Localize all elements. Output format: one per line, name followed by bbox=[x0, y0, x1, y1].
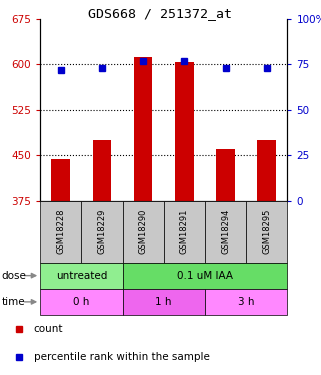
Text: GSM18228: GSM18228 bbox=[56, 209, 65, 254]
Text: 1 h: 1 h bbox=[155, 297, 172, 307]
Text: GSM18294: GSM18294 bbox=[221, 209, 230, 254]
Text: 3 h: 3 h bbox=[238, 297, 254, 307]
Text: GSM18290: GSM18290 bbox=[139, 209, 148, 254]
Text: 0 h: 0 h bbox=[73, 297, 90, 307]
Bar bbox=[175, 62, 194, 201]
Bar bbox=[257, 140, 276, 201]
Bar bbox=[216, 149, 235, 201]
Bar bbox=[134, 57, 152, 201]
Text: 0.1 uM IAA: 0.1 uM IAA bbox=[177, 271, 233, 280]
Text: untreated: untreated bbox=[56, 271, 107, 280]
Bar bbox=[51, 159, 70, 201]
Bar bbox=[164, 201, 205, 262]
Text: count: count bbox=[34, 324, 63, 334]
Text: percentile rank within the sample: percentile rank within the sample bbox=[34, 352, 210, 362]
Bar bbox=[40, 201, 81, 262]
Bar bbox=[205, 201, 246, 262]
Bar bbox=[93, 140, 111, 201]
Bar bbox=[123, 262, 287, 289]
Bar bbox=[205, 289, 287, 315]
Text: GSM18295: GSM18295 bbox=[262, 209, 271, 254]
Text: GDS668 / 251372_at: GDS668 / 251372_at bbox=[89, 7, 232, 20]
Bar bbox=[81, 201, 123, 262]
Bar bbox=[246, 201, 287, 262]
Text: time: time bbox=[2, 297, 25, 307]
Text: dose: dose bbox=[2, 271, 26, 280]
Text: GSM18291: GSM18291 bbox=[180, 209, 189, 254]
Bar bbox=[40, 289, 123, 315]
Text: GSM18229: GSM18229 bbox=[97, 209, 107, 254]
Bar bbox=[123, 201, 164, 262]
Bar bbox=[123, 289, 205, 315]
Bar bbox=[40, 262, 123, 289]
